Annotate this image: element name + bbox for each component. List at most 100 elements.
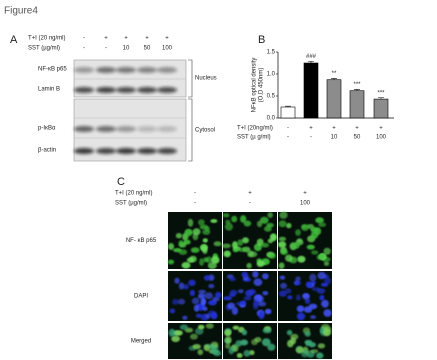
significance: ### — [306, 54, 317, 60]
cell — [224, 329, 232, 337]
row-cell: + — [145, 36, 149, 42]
cell — [241, 271, 248, 278]
cell — [223, 296, 233, 301]
error-bar — [285, 105, 291, 107]
cell — [315, 217, 324, 224]
cell — [310, 315, 316, 320]
cell — [178, 282, 185, 290]
cell — [200, 297, 207, 306]
cell — [301, 224, 309, 231]
cell — [286, 329, 293, 336]
row-label: SST (µg/ml) — [115, 201, 147, 207]
cell — [224, 222, 233, 231]
cell — [204, 292, 213, 300]
cell — [321, 323, 330, 330]
cell — [235, 340, 242, 347]
cell — [278, 220, 287, 228]
cell — [210, 256, 220, 264]
cell — [189, 289, 195, 297]
cell — [229, 277, 236, 282]
cell — [257, 301, 267, 307]
cell — [242, 237, 249, 244]
cell — [316, 352, 324, 359]
row-cell: + — [309, 126, 313, 132]
cell — [168, 243, 175, 250]
cell — [192, 344, 201, 350]
row-cell: + — [124, 36, 128, 42]
cell — [237, 289, 244, 294]
row-cell: + — [379, 126, 383, 132]
cell — [197, 349, 204, 356]
cell — [231, 215, 238, 223]
cell — [264, 225, 272, 232]
cell — [243, 296, 252, 301]
row-cell: - — [194, 191, 196, 197]
blot-band — [96, 67, 116, 73]
cell — [311, 287, 321, 291]
cell — [323, 247, 331, 255]
cell — [243, 220, 252, 227]
cell — [279, 211, 288, 219]
cell — [232, 241, 238, 249]
cell — [293, 280, 302, 286]
cell — [208, 274, 215, 281]
cell — [223, 250, 231, 258]
cell — [306, 244, 315, 250]
figure-title: Figure4 — [4, 6, 38, 17]
cell — [264, 308, 272, 315]
cell — [317, 343, 326, 349]
cell — [323, 309, 332, 317]
cell — [278, 241, 287, 248]
blot-band — [137, 67, 157, 73]
y-tick-label: 0.0 — [267, 116, 276, 122]
cell — [287, 339, 294, 348]
blot-band — [116, 87, 136, 93]
y-tick-label: 0.5 — [267, 94, 276, 100]
cell — [213, 350, 222, 357]
cell — [237, 239, 244, 247]
blot-band — [96, 148, 116, 154]
blot-band — [116, 148, 136, 154]
cell — [208, 283, 215, 289]
cell — [268, 252, 277, 259]
cell — [199, 258, 205, 266]
row-cell: + — [332, 126, 336, 132]
cell — [210, 311, 218, 320]
row-cell: - — [310, 135, 312, 141]
cell — [322, 328, 332, 337]
cell — [232, 325, 240, 330]
row-cell: + — [248, 191, 252, 197]
row-cell: 100 — [376, 135, 387, 141]
cell — [247, 250, 254, 258]
blot-band — [137, 87, 157, 93]
cell — [227, 302, 236, 310]
cell — [224, 336, 232, 344]
cell — [290, 333, 299, 340]
cell — [183, 284, 189, 290]
cell — [249, 350, 255, 356]
fraction-label: Nucleus — [195, 76, 217, 82]
row-label: T+I (20 ng/ml) — [115, 191, 153, 197]
row-label: T+I (20 ng/ml) — [28, 36, 66, 42]
cell — [206, 256, 212, 264]
cell — [190, 333, 198, 340]
cell — [197, 324, 205, 330]
cell — [256, 260, 264, 267]
error-bar — [354, 89, 360, 91]
cell — [174, 330, 183, 336]
cell — [167, 259, 175, 265]
cell — [236, 353, 243, 358]
cell — [279, 275, 286, 280]
cell — [195, 327, 204, 335]
error-bar — [378, 97, 384, 100]
cell — [198, 219, 205, 226]
row-cell: - — [105, 46, 107, 52]
cell — [252, 270, 259, 278]
cell — [303, 306, 313, 313]
cell — [213, 241, 222, 247]
blot-band — [157, 148, 177, 154]
row-cell: 50 — [144, 46, 151, 52]
cell — [222, 243, 231, 249]
cell — [318, 222, 327, 227]
cell — [284, 288, 292, 294]
